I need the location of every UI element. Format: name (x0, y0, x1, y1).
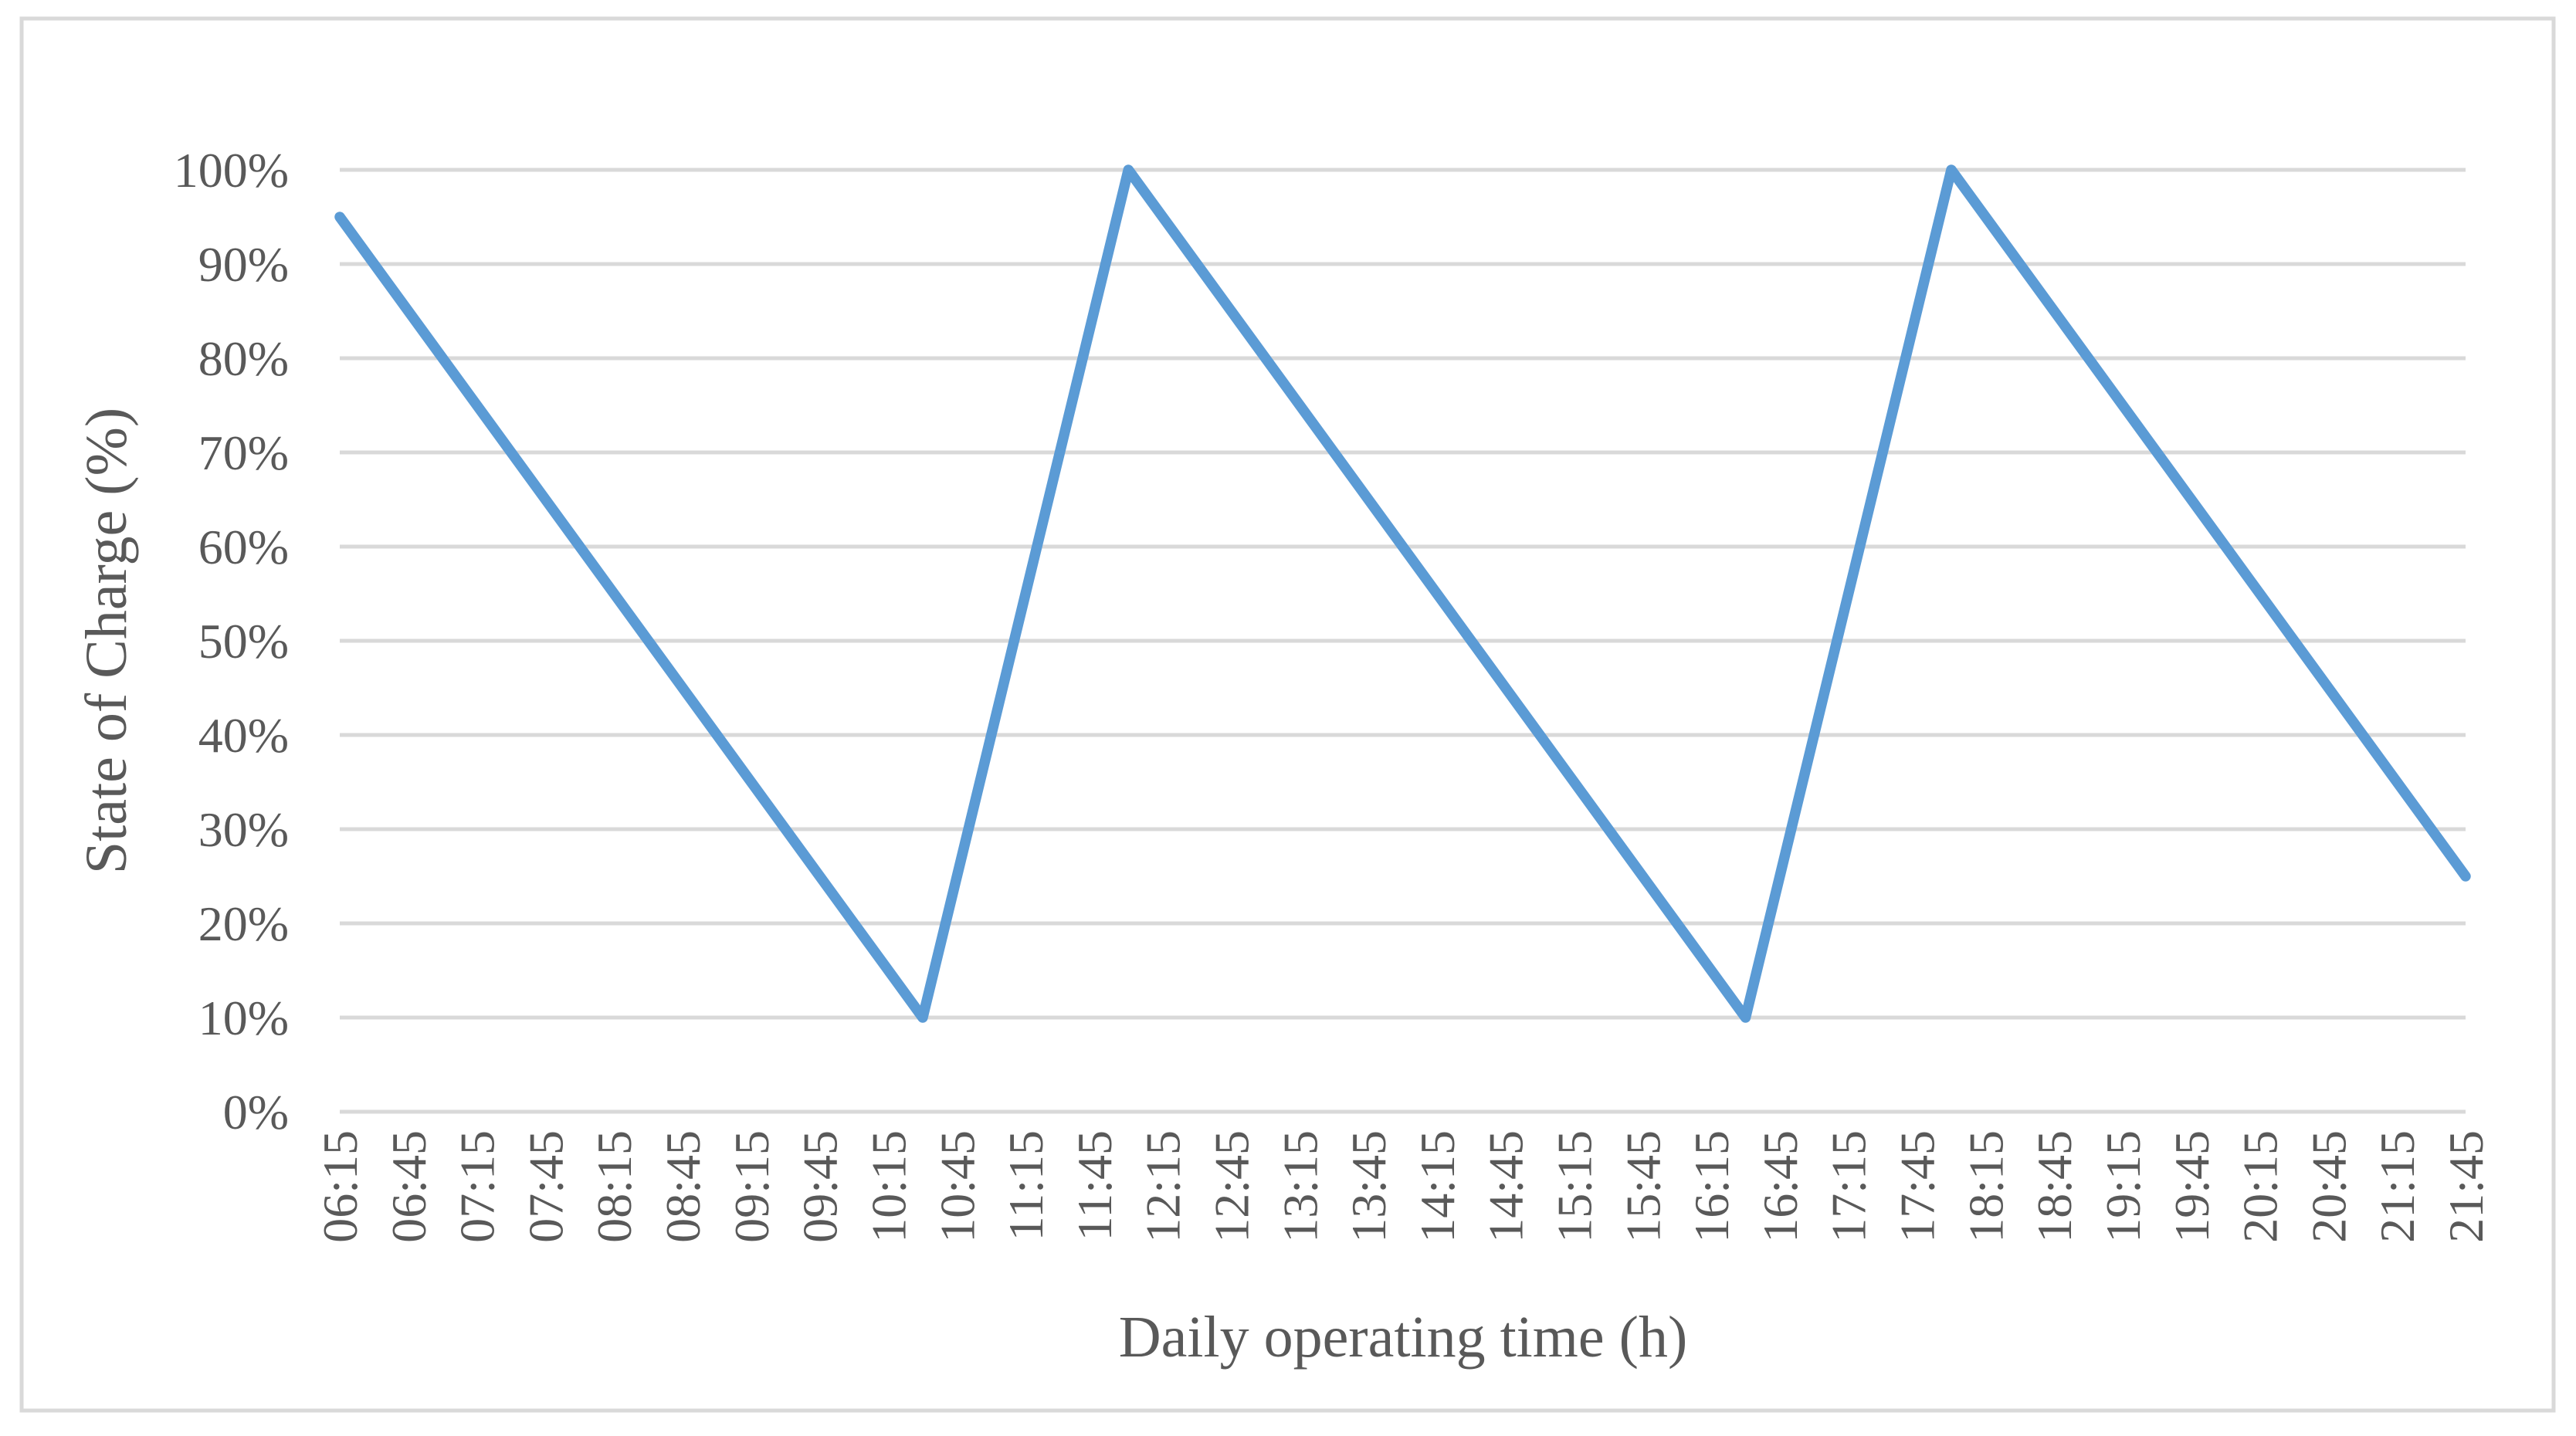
x-tick-label: 13:45 (1341, 1130, 1396, 1243)
x-tick-label: 21:45 (2439, 1130, 2493, 1243)
x-tick-label: 13:15 (1273, 1130, 1327, 1243)
y-tick-label: 100% (174, 143, 289, 198)
x-tick-label: 08:45 (656, 1130, 710, 1243)
x-tick-label: 09:15 (724, 1130, 779, 1243)
x-tick-label: 14:15 (1410, 1130, 1465, 1243)
y-tick-label: 90% (198, 237, 289, 292)
x-tick-label: 10:15 (862, 1130, 917, 1243)
y-axis-title: State of Charge (%) (74, 408, 139, 874)
x-tick-label: 08:15 (587, 1130, 642, 1243)
x-tick-label: 18:45 (2027, 1130, 2082, 1243)
x-tick-label: 21:15 (2370, 1130, 2425, 1243)
x-tick-label: 12:45 (1205, 1130, 1259, 1243)
y-tick-label: 40% (198, 708, 289, 763)
y-tick-label: 10% (198, 991, 289, 1045)
y-tick-label: 70% (198, 425, 289, 480)
y-tick-label: 0% (223, 1085, 289, 1140)
x-tick-label: 06:15 (313, 1130, 368, 1243)
y-tick-label: 30% (198, 802, 289, 857)
x-tick-label: 15:15 (1547, 1130, 1602, 1243)
x-tick-label: 14:45 (1479, 1130, 1534, 1243)
x-tick-label: 20:15 (2233, 1130, 2288, 1243)
x-tick-label: 09:45 (793, 1130, 848, 1243)
gridlines (340, 168, 2466, 1114)
chart-border (19, 16, 2556, 1413)
y-tick-label: 20% (198, 896, 289, 951)
x-tick-label: 12:15 (1136, 1130, 1191, 1243)
y-tick-label: 80% (198, 331, 289, 386)
y-tick-label: 50% (198, 614, 289, 669)
x-tick-label: 15:45 (1615, 1130, 1670, 1243)
x-tick-label: 17:45 (1890, 1130, 1945, 1243)
x-tick-label: 07:45 (518, 1130, 573, 1243)
y-tick-label: 60% (198, 520, 289, 574)
x-tick-label: 20:45 (2301, 1130, 2356, 1243)
x-tick-label: 16:45 (1753, 1130, 1808, 1243)
x-tick-label: 11:45 (1067, 1130, 1122, 1241)
x-tick-label: 19:15 (2096, 1130, 2151, 1243)
x-tick-label: 19:45 (2164, 1130, 2219, 1243)
x-tick-label: 11:15 (998, 1130, 1053, 1241)
x-axis-title: Daily operating time (h) (1119, 1305, 1688, 1370)
x-tick-label: 16:15 (1684, 1130, 1739, 1243)
x-axis-tick-labels: 06:15 06:45 07:15 07:45 08:15 08:45 09:15 09:45… (313, 1130, 2493, 1243)
y-axis-tick-labels: 0% 10% 20% 30% 40% 50% 60% 70% 80% 90% 100% (174, 143, 289, 1140)
x-tick-label: 10:45 (930, 1130, 985, 1243)
x-tick-label: 17:15 (1822, 1130, 1876, 1243)
x-tick-label: 18:15 (1958, 1130, 2013, 1243)
soc-line-series (334, 164, 2471, 1023)
x-tick-label: 06:45 (381, 1130, 436, 1243)
x-tick-label: 07:15 (450, 1130, 505, 1243)
